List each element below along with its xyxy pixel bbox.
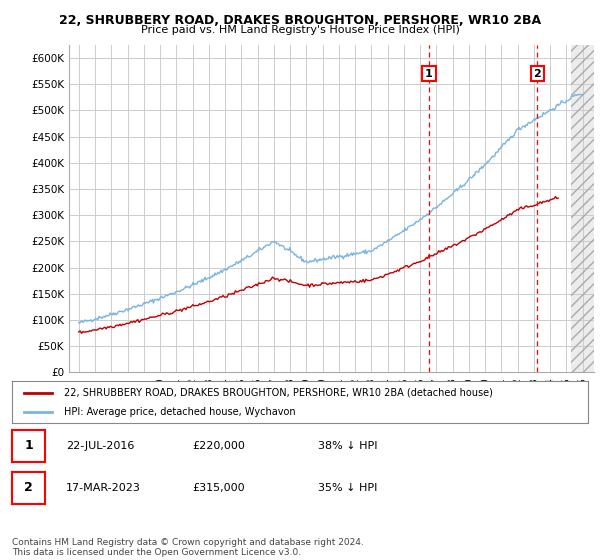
Bar (571, 45, 594, 372)
Text: 22, SHRUBBERY ROAD, DRAKES BROUGHTON, PERSHORE, WR10 2BA: 22, SHRUBBERY ROAD, DRAKES BROUGHTON, PE… (59, 14, 541, 27)
Text: 35% ↓ HPI: 35% ↓ HPI (318, 483, 377, 493)
Text: 1: 1 (24, 439, 33, 452)
Text: 17-MAR-2023: 17-MAR-2023 (66, 483, 141, 493)
Text: Contains HM Land Registry data © Crown copyright and database right 2024.
This d: Contains HM Land Registry data © Crown c… (12, 538, 364, 557)
Text: HPI: Average price, detached house, Wychavon: HPI: Average price, detached house, Wych… (64, 407, 295, 417)
Text: 38% ↓ HPI: 38% ↓ HPI (318, 441, 377, 451)
Text: 2: 2 (24, 481, 33, 494)
Bar (571, 45, 594, 372)
Text: 22-JUL-2016: 22-JUL-2016 (66, 441, 134, 451)
Text: 1: 1 (425, 69, 433, 78)
Text: £315,000: £315,000 (192, 483, 245, 493)
Text: 2: 2 (533, 69, 541, 78)
Text: Price paid vs. HM Land Registry's House Price Index (HPI): Price paid vs. HM Land Registry's House … (140, 25, 460, 35)
Text: £220,000: £220,000 (192, 441, 245, 451)
Text: 22, SHRUBBERY ROAD, DRAKES BROUGHTON, PERSHORE, WR10 2BA (detached house): 22, SHRUBBERY ROAD, DRAKES BROUGHTON, PE… (64, 388, 493, 398)
